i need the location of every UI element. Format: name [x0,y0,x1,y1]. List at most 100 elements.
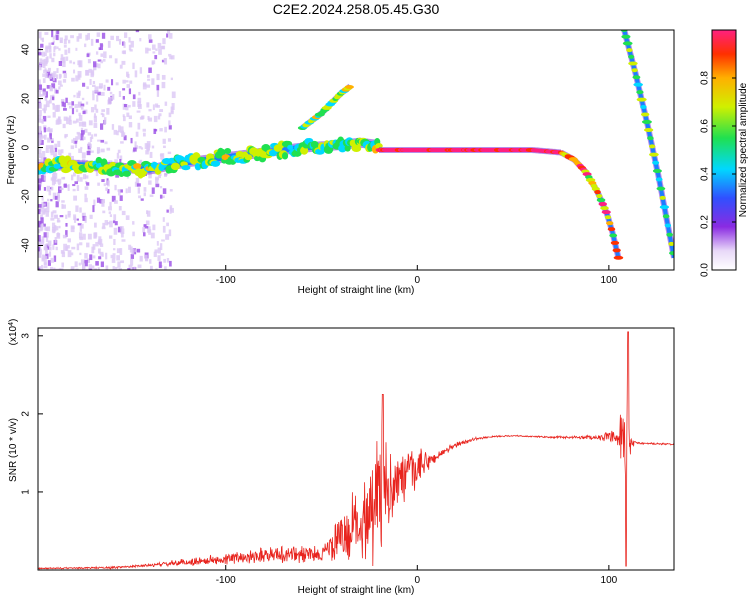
noise-speck [78,33,82,39]
noise-speck [52,35,55,40]
noise-speck [132,94,136,100]
noise-speck [44,32,49,35]
noise-speck [122,114,125,118]
noise-speck [91,150,94,153]
noise-speck [130,258,134,266]
noise-speck [105,252,108,260]
noise-speck [42,73,46,77]
noise-speck [45,47,49,53]
noise-speck [52,171,56,175]
noise-speck [38,91,41,97]
trace-blob [636,90,644,95]
noise-speck [38,267,41,270]
noise-speck [38,246,41,252]
noise-speck [43,259,47,265]
noise-speck [39,153,43,159]
noise-speck [71,246,76,250]
spectrogram-y-tick-label-0: -40 [21,238,32,253]
noise-speck [79,252,82,256]
noise-speck [38,228,41,233]
noise-speck [43,127,46,133]
noise-speck [169,56,173,60]
noise-speck [115,174,120,178]
noise-speck [109,214,113,218]
noise-speck [52,244,55,250]
noise-speck [77,223,82,226]
noise-speck [139,255,143,262]
noise-speck [164,266,167,270]
noise-speck [95,51,99,55]
noise-speck [92,61,97,68]
noise-speck [138,145,142,149]
noise-speck [40,226,44,231]
noise-speck [67,210,71,216]
trace-blob [344,144,351,152]
noise-speck [90,107,95,113]
noise-speck [92,255,96,259]
noise-speck [136,248,141,253]
noise-speck [84,43,87,48]
noise-speck [118,38,122,45]
noise-speck [56,30,60,35]
noise-speck [55,201,59,208]
noise-speck [38,110,42,116]
noise-speck [39,58,43,65]
trace-blob [631,68,638,73]
noise-speck [127,268,131,270]
snr-frame [37,327,675,571]
noise-speck [49,99,52,104]
noise-speck [139,67,143,74]
noise-speck [97,267,100,270]
trace-blob [194,162,202,171]
noise-speck [79,242,83,246]
noise-speck [62,60,66,68]
noise-speck [52,226,55,232]
noise-speck [157,247,161,254]
noise-speck [54,225,57,232]
noise-speck [171,103,175,110]
trace-blob [224,147,232,155]
noise-speck [143,224,147,227]
noise-speck [125,215,130,220]
noise-speck [140,147,144,150]
noise-speck [41,59,45,65]
noise-speck [91,246,95,254]
noise-speck [38,84,42,90]
noise-speck [117,226,122,233]
noise-speck [41,257,45,262]
noise-speck [113,129,118,135]
noise-speck [82,158,86,163]
noise-speck [147,48,151,51]
noise-speck [145,47,149,54]
noise-speck [84,197,88,203]
noise-speck [94,86,99,93]
noise-speck [40,224,44,228]
noise-speck [46,232,49,238]
noise-speck [95,261,99,266]
noise-speck [170,55,175,60]
noise-speck [136,183,141,187]
noise-speck [72,120,77,124]
noise-speck [162,138,166,144]
noise-speck [97,59,102,62]
noise-speck [97,139,101,142]
noise-speck [79,177,83,182]
noise-speck [80,130,85,135]
noise-speck [159,128,163,132]
noise-speck [129,246,133,253]
noise-speck [88,120,93,126]
noise-speck [70,225,75,233]
noise-speck [51,139,54,143]
noise-speck [87,132,92,136]
noise-speck [162,188,167,194]
noise-speck [55,74,59,79]
noise-speck [98,47,101,51]
noise-speck [155,268,158,270]
noise-speck [133,266,136,270]
noise-speck [39,62,43,68]
noise-speck [57,116,61,122]
snr-x-tick-label-2: 100 [601,575,618,586]
trace-blob [601,210,611,215]
noise-speck [159,194,163,199]
noise-speck [47,260,51,266]
